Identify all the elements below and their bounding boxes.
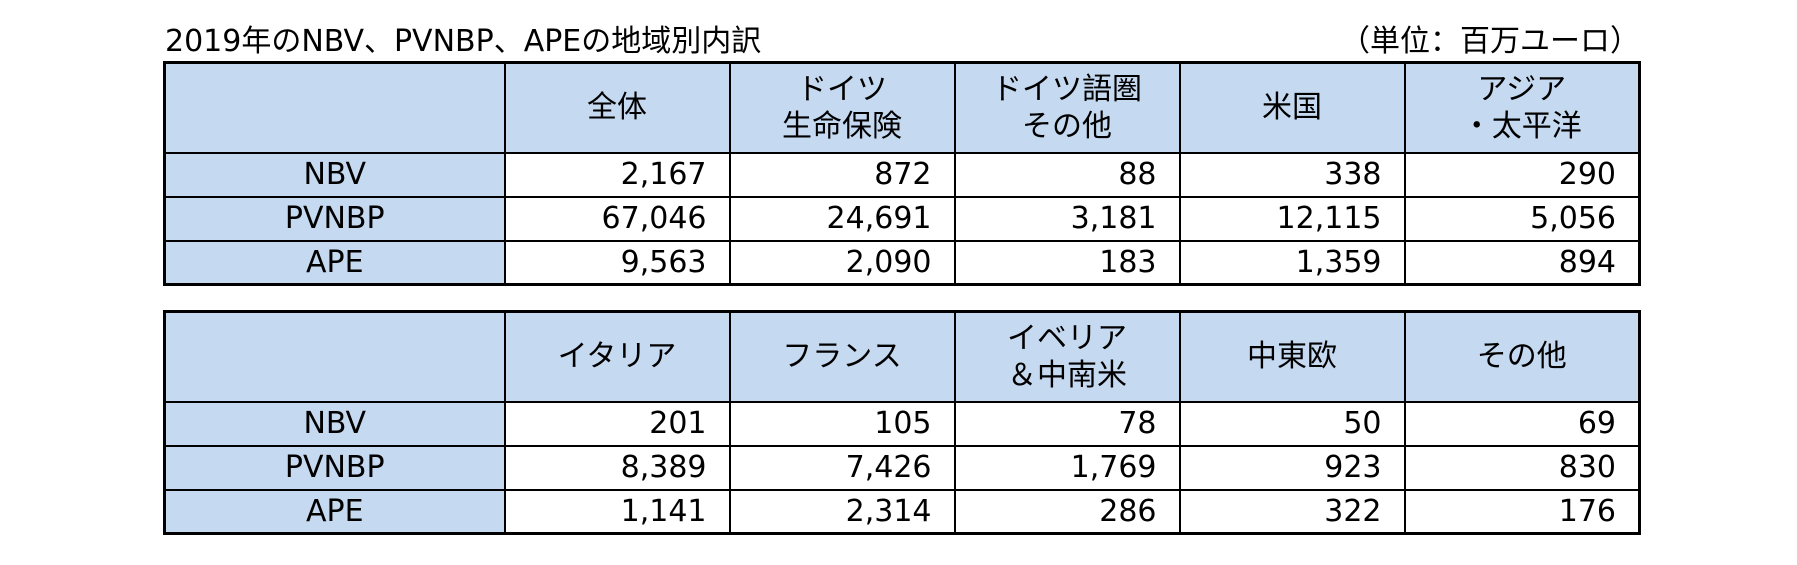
value-cell: 7,426 (728, 444, 956, 491)
value-cell: 24,691 (728, 195, 956, 242)
value-cell: 2,090 (728, 239, 956, 286)
row-label: NBV (163, 400, 506, 447)
value-cell: 201 (503, 400, 731, 447)
corner-cell (163, 61, 506, 154)
row-label: APE (163, 239, 506, 286)
value-cell: 830 (1403, 444, 1641, 491)
value-cell: 2,167 (503, 151, 731, 198)
value-cell: 78 (953, 400, 1181, 447)
value-cell: 872 (728, 151, 956, 198)
row-label: PVNBP (163, 195, 506, 242)
column-header: その他 (1403, 310, 1641, 403)
header-text: 全体 (587, 90, 647, 126)
value-cell: 8,389 (503, 444, 731, 491)
header-text: ・太平洋 (1461, 108, 1582, 144)
header-row: 全体 ドイツ 生命保険 ドイツ語圏 その他 米国 アジア ・太平洋 (163, 61, 1641, 154)
value-cell: 105 (728, 400, 956, 447)
value-cell: 1,359 (1178, 239, 1406, 286)
row-label: NBV (163, 151, 506, 198)
table-row: PVNBP 67,046 24,691 3,181 12,115 5,056 (163, 195, 1641, 242)
value-cell: 338 (1178, 151, 1406, 198)
row-label: PVNBP (163, 444, 506, 491)
table-row: APE 1,141 2,314 286 322 176 (163, 488, 1641, 535)
header-text: 米国 (1262, 90, 1322, 126)
table-row: PVNBP 8,389 7,426 1,769 923 830 (163, 444, 1641, 491)
column-header: 米国 (1178, 61, 1406, 154)
value-cell: 50 (1178, 400, 1406, 447)
value-cell: 3,181 (953, 195, 1181, 242)
nbv-table-1: 全体 ドイツ 生命保険 ドイツ語圏 その他 米国 アジア ・太平洋 NBV 2,… (163, 61, 1641, 286)
unit-label: （単位：百万ユーロ） (1340, 24, 1640, 59)
corner-cell (163, 310, 506, 403)
nbv-table-2: イタリア フランス イベリア ＆中南米 中東欧 その他 NBV 201 105 … (163, 310, 1641, 535)
header-text: その他 (1476, 339, 1567, 375)
header-text: イベリア (1007, 320, 1127, 356)
value-cell: 9,563 (503, 239, 731, 286)
column-header: アジア ・太平洋 (1403, 61, 1641, 154)
value-cell: 1,141 (503, 488, 731, 535)
value-cell: 88 (953, 151, 1181, 198)
row-label: APE (163, 488, 506, 535)
column-header: ドイツ 生命保険 (728, 61, 956, 154)
value-cell: 1,769 (953, 444, 1181, 491)
column-header: ドイツ語圏 その他 (953, 61, 1181, 154)
value-cell: 290 (1403, 151, 1641, 198)
table-row: APE 9,563 2,090 183 1,359 894 (163, 239, 1641, 286)
value-cell: 183 (953, 239, 1181, 286)
value-cell: 12,115 (1178, 195, 1406, 242)
column-header: 中東欧 (1178, 310, 1406, 403)
value-cell: 894 (1403, 239, 1641, 286)
header-text: ドイツ語圏 (992, 71, 1142, 107)
column-header: 全体 (503, 61, 731, 154)
value-cell: 69 (1403, 400, 1641, 447)
header-text: アジア (1477, 71, 1567, 107)
column-header: フランス (728, 310, 956, 403)
table-title: 2019年のNBV、PVNBP、APEの地域別内訳 (165, 24, 762, 59)
value-cell: 322 (1178, 488, 1406, 535)
header-text: フランス (782, 339, 902, 375)
column-header: イベリア ＆中南米 (953, 310, 1181, 403)
header-text: その他 (1022, 108, 1112, 144)
value-cell: 2,314 (728, 488, 956, 535)
column-header: イタリア (503, 310, 731, 403)
value-cell: 67,046 (503, 195, 731, 242)
header-text: イタリア (557, 339, 677, 375)
value-cell: 923 (1178, 444, 1406, 491)
value-cell: 176 (1403, 488, 1641, 535)
table-row: NBV 2,167 872 88 338 290 (163, 151, 1641, 198)
header-text: ＆中南米 (1007, 357, 1127, 393)
header-text: 中東欧 (1247, 339, 1337, 375)
header-row: イタリア フランス イベリア ＆中南米 中東欧 その他 (163, 310, 1641, 403)
value-cell: 5,056 (1403, 195, 1641, 242)
table-row: NBV 201 105 78 50 69 (163, 400, 1641, 447)
title-row: 2019年のNBV、PVNBP、APEの地域別内訳 （単位：百万ユーロ） (165, 22, 1640, 62)
value-cell: 286 (953, 488, 1181, 535)
header-text: ドイツ (797, 71, 887, 107)
header-text: 生命保険 (782, 108, 902, 144)
